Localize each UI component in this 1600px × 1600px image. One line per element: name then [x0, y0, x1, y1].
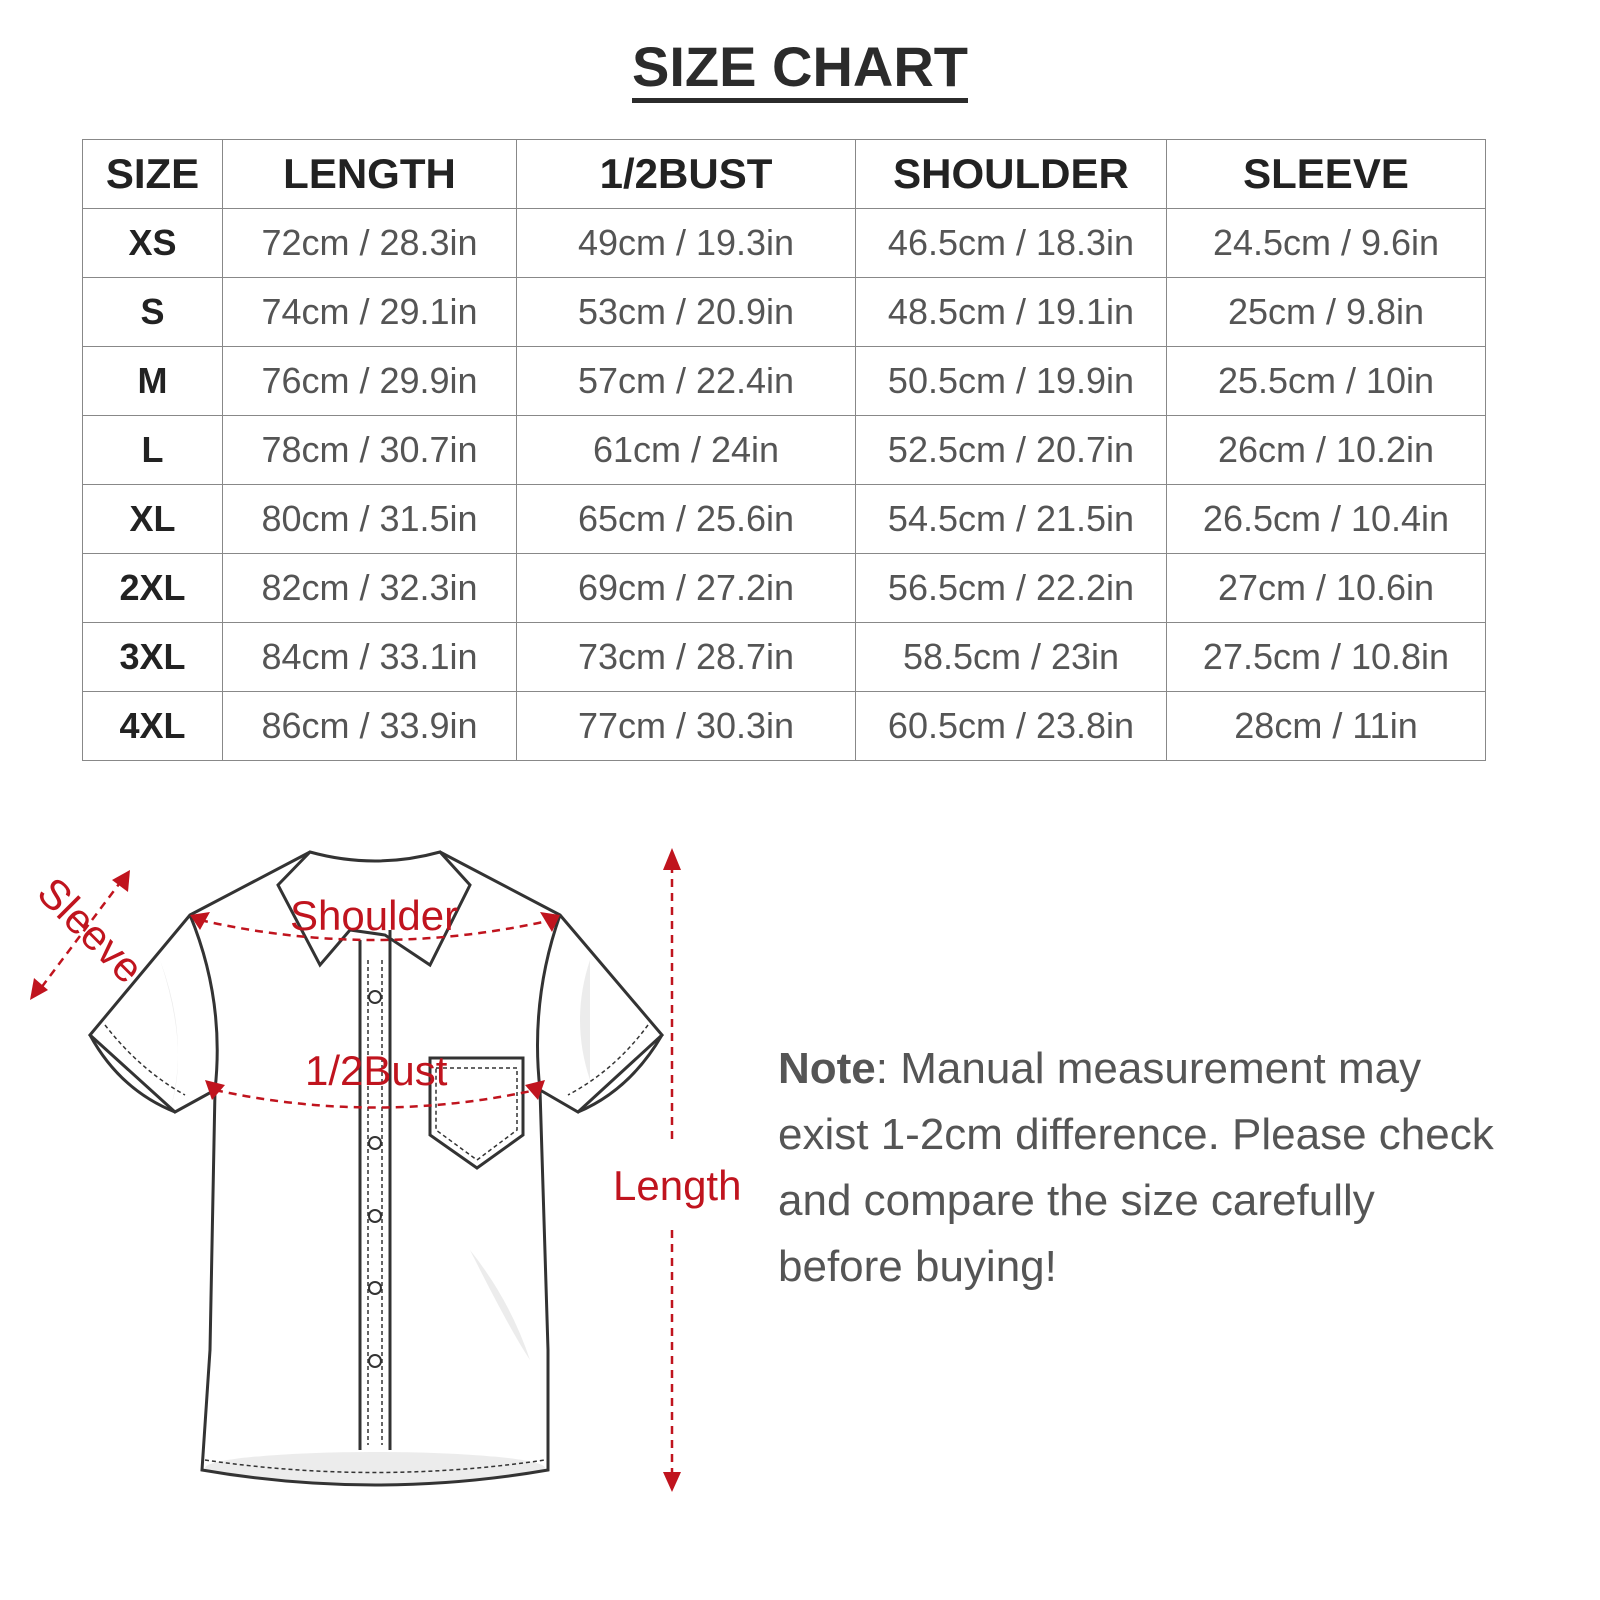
table-header-row: SIZE LENGTH 1/2BUST SHOULDER SLEEVE [82, 139, 1486, 209]
measurement-cell: 82cm / 32.3in [222, 553, 517, 623]
button-icons [368, 990, 382, 1368]
measurement-cell: 48.5cm / 19.1in [855, 277, 1167, 347]
table-row: 4XL 86cm / 33.9in 77cm / 30.3in 60.5cm / 23… [82, 691, 1486, 761]
measurement-cell: 74cm / 29.1in [222, 277, 517, 347]
measurement-cell: 25cm / 9.8in [1166, 277, 1486, 347]
size-cell: S [82, 277, 223, 347]
measurement-cell: 24.5cm / 9.6in [1166, 208, 1486, 278]
measurement-cell: 61cm / 24in [516, 415, 856, 485]
shirt-stitching [104, 960, 649, 1474]
measure-lines [37, 865, 674, 1478]
measurement-cell: 80cm / 31.5in [222, 484, 517, 554]
bust-label: 1/2Bust [305, 1047, 448, 1094]
measurement-cell: 84cm / 33.1in [222, 622, 517, 692]
measurement-cell: 50.5cm / 19.9in [855, 346, 1167, 416]
header-length: LENGTH [222, 139, 517, 209]
table-row: M 76cm / 29.9in 57cm / 22.4in 50.5cm / 19.9… [82, 346, 1486, 416]
page-title: SIZE CHART [0, 34, 1600, 103]
shirt-outline [87, 850, 665, 1487]
header-size: SIZE [82, 139, 223, 209]
measurement-cell: 27cm / 10.6in [1166, 553, 1486, 623]
measurement-cell: 76cm / 29.9in [222, 346, 517, 416]
measurement-cell: 53cm / 20.9in [516, 277, 856, 347]
measurement-cell: 86cm / 33.9in [222, 691, 517, 761]
table-row: 2XL 82cm / 32.3in 69cm / 27.2in 56.5cm / 22… [82, 553, 1486, 623]
table-row: XL 80cm / 31.5in 65cm / 25.6in 54.5cm / 21.… [82, 484, 1486, 554]
sleeve-label: Sleeve [29, 868, 153, 992]
shirt-diagram: Shoulder 1/2Bust Length Sleeve [29, 848, 741, 1492]
measurement-cell: 26cm / 10.2in [1166, 415, 1486, 485]
size-cell: XS [82, 208, 223, 278]
measurement-cell: 26.5cm / 10.4in [1166, 484, 1486, 554]
measurement-cell: 56.5cm / 22.2in [855, 553, 1167, 623]
measurement-cell: 58.5cm / 23in [855, 622, 1167, 692]
measurement-cell: 69cm / 27.2in [516, 553, 856, 623]
measurement-cell: 77cm / 30.3in [516, 691, 856, 761]
size-cell: L [82, 415, 223, 485]
measurement-cell: 49cm / 19.3in [516, 208, 856, 278]
measurement-cell: 28cm / 11in [1166, 691, 1486, 761]
header-shoulder: SHOULDER [855, 139, 1167, 209]
measurement-cell: 72cm / 28.3in [222, 208, 517, 278]
measurement-cell: 78cm / 30.7in [222, 415, 517, 485]
shoulder-label: Shoulder [290, 892, 458, 939]
table-row: 3XL 84cm / 33.1in 73cm / 28.7in 58.5cm / 23… [82, 622, 1486, 692]
measurement-cell: 25.5cm / 10in [1166, 346, 1486, 416]
measurement-cell: 54.5cm / 21.5in [855, 484, 1167, 554]
length-label: Length [613, 1162, 741, 1209]
header-sleeve: SLEEVE [1166, 139, 1486, 209]
measurement-cell: 46.5cm / 18.3in [855, 208, 1167, 278]
size-cell: M [82, 346, 223, 416]
arrow-icons [30, 848, 681, 1492]
size-cell: XL [82, 484, 223, 554]
note-label: Note [778, 1044, 876, 1093]
measurement-cell: 27.5cm / 10.8in [1166, 622, 1486, 692]
measurement-cell: 73cm / 28.7in [516, 622, 856, 692]
size-table: SIZE LENGTH 1/2BUST SHOULDER SLEEVE XS 72… [82, 139, 1486, 761]
shirt-shading [160, 960, 590, 1484]
size-cell: 3XL [82, 622, 223, 692]
table-row: S 74cm / 29.1in 53cm / 20.9in 48.5cm / 19.1… [82, 277, 1486, 347]
table-row: L 78cm / 30.7in 61cm / 24in 52.5cm / 20.7in… [82, 415, 1486, 485]
table-row: XS 72cm / 28.3in 49cm / 19.3in 46.5cm / 18.… [82, 208, 1486, 278]
note-body: : Manual measurement may exist 1-2cm dif… [778, 1044, 1494, 1291]
measurement-cell: 52.5cm / 20.7in [855, 415, 1167, 485]
note-text: Note: Manual measurement may exist 1-2cm… [778, 1036, 1498, 1300]
measurement-cell: 60.5cm / 23.8in [855, 691, 1167, 761]
measurement-cell: 65cm / 25.6in [516, 484, 856, 554]
size-cell: 4XL [82, 691, 223, 761]
measurement-cell: 57cm / 22.4in [516, 346, 856, 416]
header-bust: 1/2BUST [516, 139, 856, 209]
size-cell: 2XL [82, 553, 223, 623]
